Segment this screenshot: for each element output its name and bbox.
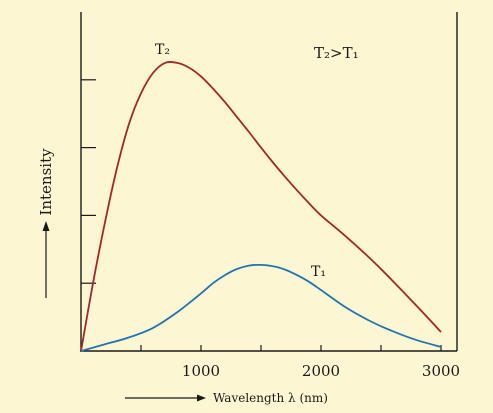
series-line-1 xyxy=(80,61,442,352)
x-axis-label: Wavelength λ (nm) xyxy=(213,391,328,405)
x-tick-label: 1000 xyxy=(182,362,220,380)
series-label-2: T₁ xyxy=(311,264,326,280)
series-line-2 xyxy=(80,263,442,352)
series-label-1: T₂ xyxy=(155,42,170,58)
x-tick-label: 2000 xyxy=(302,362,340,380)
series-labels: T₂ T₁ xyxy=(155,42,326,280)
annotation-label: T₂>T₁ xyxy=(314,44,359,62)
curves xyxy=(80,61,442,352)
x-tick-labels: 1000 2000 3000 xyxy=(182,362,460,380)
y-ticks xyxy=(81,79,96,284)
x-ticks xyxy=(140,345,442,351)
y-axis-label: Intensity xyxy=(37,148,55,216)
y-axis-arrow xyxy=(42,221,50,298)
x-tick-label: 3000 xyxy=(422,362,460,380)
x-axis-arrow xyxy=(125,394,206,402)
